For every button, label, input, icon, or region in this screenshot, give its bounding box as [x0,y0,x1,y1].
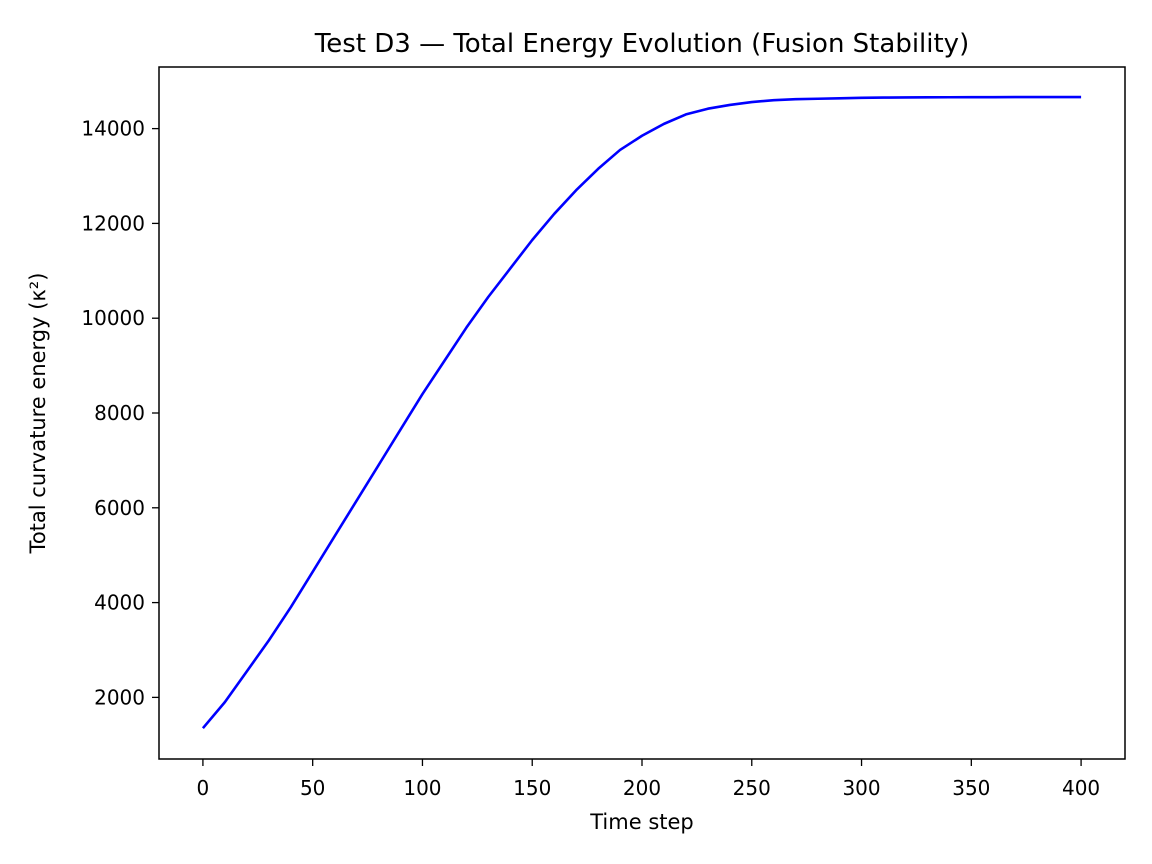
y-tick-label: 10000 [81,306,145,330]
y-axis-ticks: 2000 4000 6000 8000 10000 12000 14000 [81,117,159,709]
x-tick-label: 200 [623,776,661,800]
energy-series-line [201,95,1082,730]
x-tick-label: 350 [952,776,990,800]
x-tick-label: 300 [842,776,880,800]
chart-title: Test D3 — Total Energy Evolution (Fusion… [314,29,969,59]
y-tick-label: 12000 [81,211,145,235]
x-axis-label: Time step [589,810,694,834]
y-tick-label: 6000 [94,496,145,520]
x-axis-ticks: 0 50 100 150 200 250 300 350 400 [197,759,1100,800]
x-tick-label: 50 [300,776,325,800]
y-tick-label: 2000 [94,685,145,709]
x-tick-label: 100 [403,776,441,800]
x-tick-label: 150 [513,776,551,800]
y-tick-label: 4000 [94,591,145,615]
y-tick-label: 14000 [81,117,145,141]
axes-frame [158,66,1126,760]
y-axis-label: Total curvature energy (κ²) [26,273,50,555]
x-tick-label: 0 [197,776,210,800]
x-tick-label: 250 [733,776,771,800]
y-tick-label: 8000 [94,401,145,425]
x-tick-label: 400 [1062,776,1100,800]
